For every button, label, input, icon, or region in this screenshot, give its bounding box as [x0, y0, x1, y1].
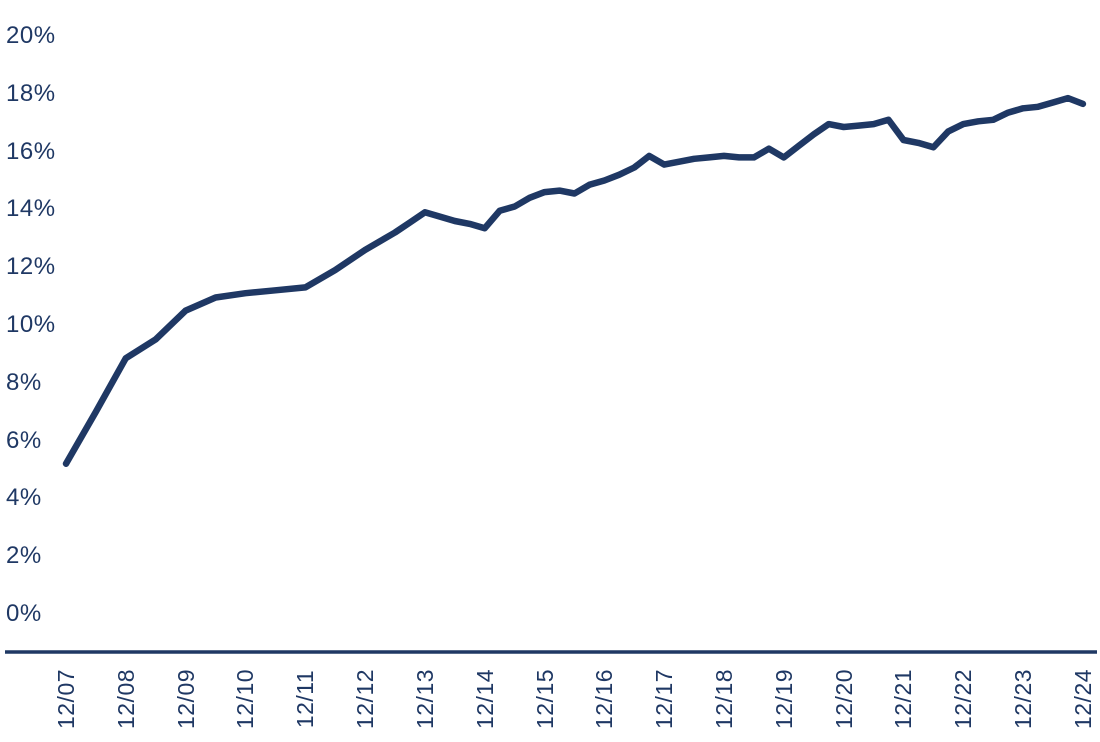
- x-tick-label: 12/12: [352, 668, 379, 730]
- y-tick-label: 2%: [6, 542, 42, 570]
- x-tick-label: 12/19: [770, 668, 797, 730]
- x-tick-label: 12/07: [53, 668, 79, 730]
- x-tick-label: 12/22: [950, 668, 977, 730]
- x-tick-label: 12/16: [591, 668, 618, 730]
- y-tick-label: 4%: [6, 484, 42, 512]
- y-tick-label: 8%: [6, 368, 42, 396]
- x-tick-label: 12/11: [292, 669, 319, 729]
- x-tick-label: 12/13: [411, 668, 438, 730]
- x-tick-label: 12/10: [232, 668, 259, 730]
- x-tick-label: 12/09: [172, 668, 199, 730]
- x-tick-label: 12/08: [112, 668, 139, 730]
- y-tick-label: 16%: [6, 137, 56, 165]
- x-tick-label: 12/14: [471, 668, 498, 730]
- x-tick-label: 12/20: [830, 668, 857, 730]
- x-tick-label: 12/15: [531, 668, 558, 730]
- y-tick-label: 18%: [6, 79, 56, 107]
- y-tick-label: 14%: [6, 195, 56, 223]
- y-tick-label: 6%: [6, 426, 42, 454]
- x-tick-label: 12/17: [651, 668, 678, 730]
- x-tick-label: 12/21: [890, 668, 917, 730]
- y-tick-label: 0%: [6, 600, 42, 627]
- x-tick-label: 12/23: [1010, 668, 1037, 730]
- y-tick-label: 20%: [6, 22, 56, 49]
- x-tick-label: 12/18: [711, 668, 738, 730]
- y-tick-label: 12%: [6, 253, 56, 281]
- line-series: [62, 94, 1087, 467]
- x-tick-label: 12/24: [1069, 668, 1096, 730]
- y-tick-label: 10%: [6, 311, 56, 338]
